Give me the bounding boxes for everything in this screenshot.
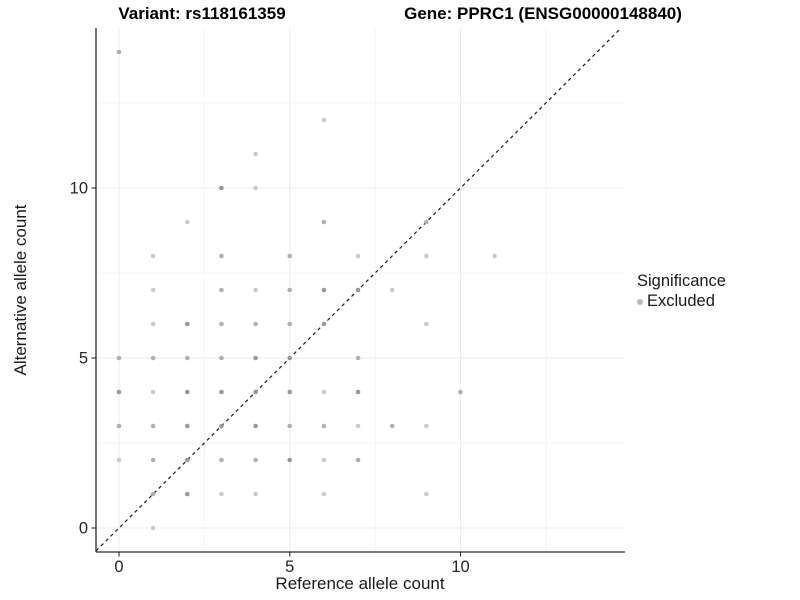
data-point [355,253,361,259]
data-point [321,321,327,327]
data-point [219,389,224,395]
data-point [355,355,361,361]
data-point [219,355,224,361]
data-point [185,457,190,463]
data-point [253,321,258,327]
data-point [116,423,122,429]
data-point [185,321,190,327]
data-point [287,287,293,293]
data-point [321,287,327,293]
data-point [150,253,156,259]
data-point [287,355,293,361]
data-point [219,185,224,191]
data-point [287,389,293,395]
data-point [150,321,156,327]
data-point [116,389,122,395]
variant-title: Variant: rs118161359 [118,4,286,23]
data-point [150,491,156,497]
data-point [116,355,122,361]
data-point [150,355,156,361]
data-point [219,321,224,327]
x-tick-label: 10 [451,558,469,576]
data-point [287,321,293,327]
legend-entry: Excluded [637,292,726,311]
data-point [321,423,327,429]
data-point [355,287,361,293]
data-point [389,423,395,429]
data-point [253,287,258,293]
x-tick-label: 0 [114,558,123,576]
data-point [321,219,327,225]
legend-entry-label: Excluded [647,292,715,310]
data-point [287,253,293,259]
y-tick-label: 5 [79,350,88,368]
data-point [219,491,224,497]
data-point [253,389,258,395]
data-point [253,355,258,361]
data-point [321,491,327,497]
data-point [150,423,156,429]
x-axis-label: Reference allele count [275,574,445,593]
data-point [219,457,224,463]
gene-title: Gene: PPRC1 (ENSG00000148840) [404,4,682,23]
legend-title: Significance [637,272,726,290]
data-point [253,185,258,191]
data-point [287,457,293,463]
x-tick-label: 5 [285,558,294,576]
excluded-point-icon [637,298,643,305]
data-point [185,423,190,429]
data-point [355,389,361,395]
data-point [355,423,361,429]
data-point [355,457,361,463]
data-point [287,423,293,429]
data-point [185,355,190,361]
data-point [253,151,258,157]
data-point [424,491,429,497]
data-point [321,389,327,395]
y-tick-label: 10 [70,180,88,198]
data-point [321,457,327,463]
data-point [321,117,327,123]
data-point [253,423,258,429]
data-point [424,321,429,327]
data-point [219,287,224,293]
data-point [185,219,190,225]
data-point [150,389,156,395]
data-point [424,253,429,259]
y-tick-label: 0 [79,520,88,538]
data-point [150,525,156,531]
data-point [253,457,258,463]
data-point [253,491,258,497]
data-point [492,253,497,259]
data-point [150,287,156,293]
data-point [219,423,224,429]
data-point [116,49,122,55]
legend: Significance Excluded [637,272,726,311]
data-point [116,457,122,463]
data-point [219,253,224,259]
data-point [185,491,190,497]
data-point [424,219,429,225]
data-point [185,389,190,395]
data-point [458,389,463,395]
data-point [424,423,429,429]
data-point [150,457,156,463]
data-point [389,287,395,293]
